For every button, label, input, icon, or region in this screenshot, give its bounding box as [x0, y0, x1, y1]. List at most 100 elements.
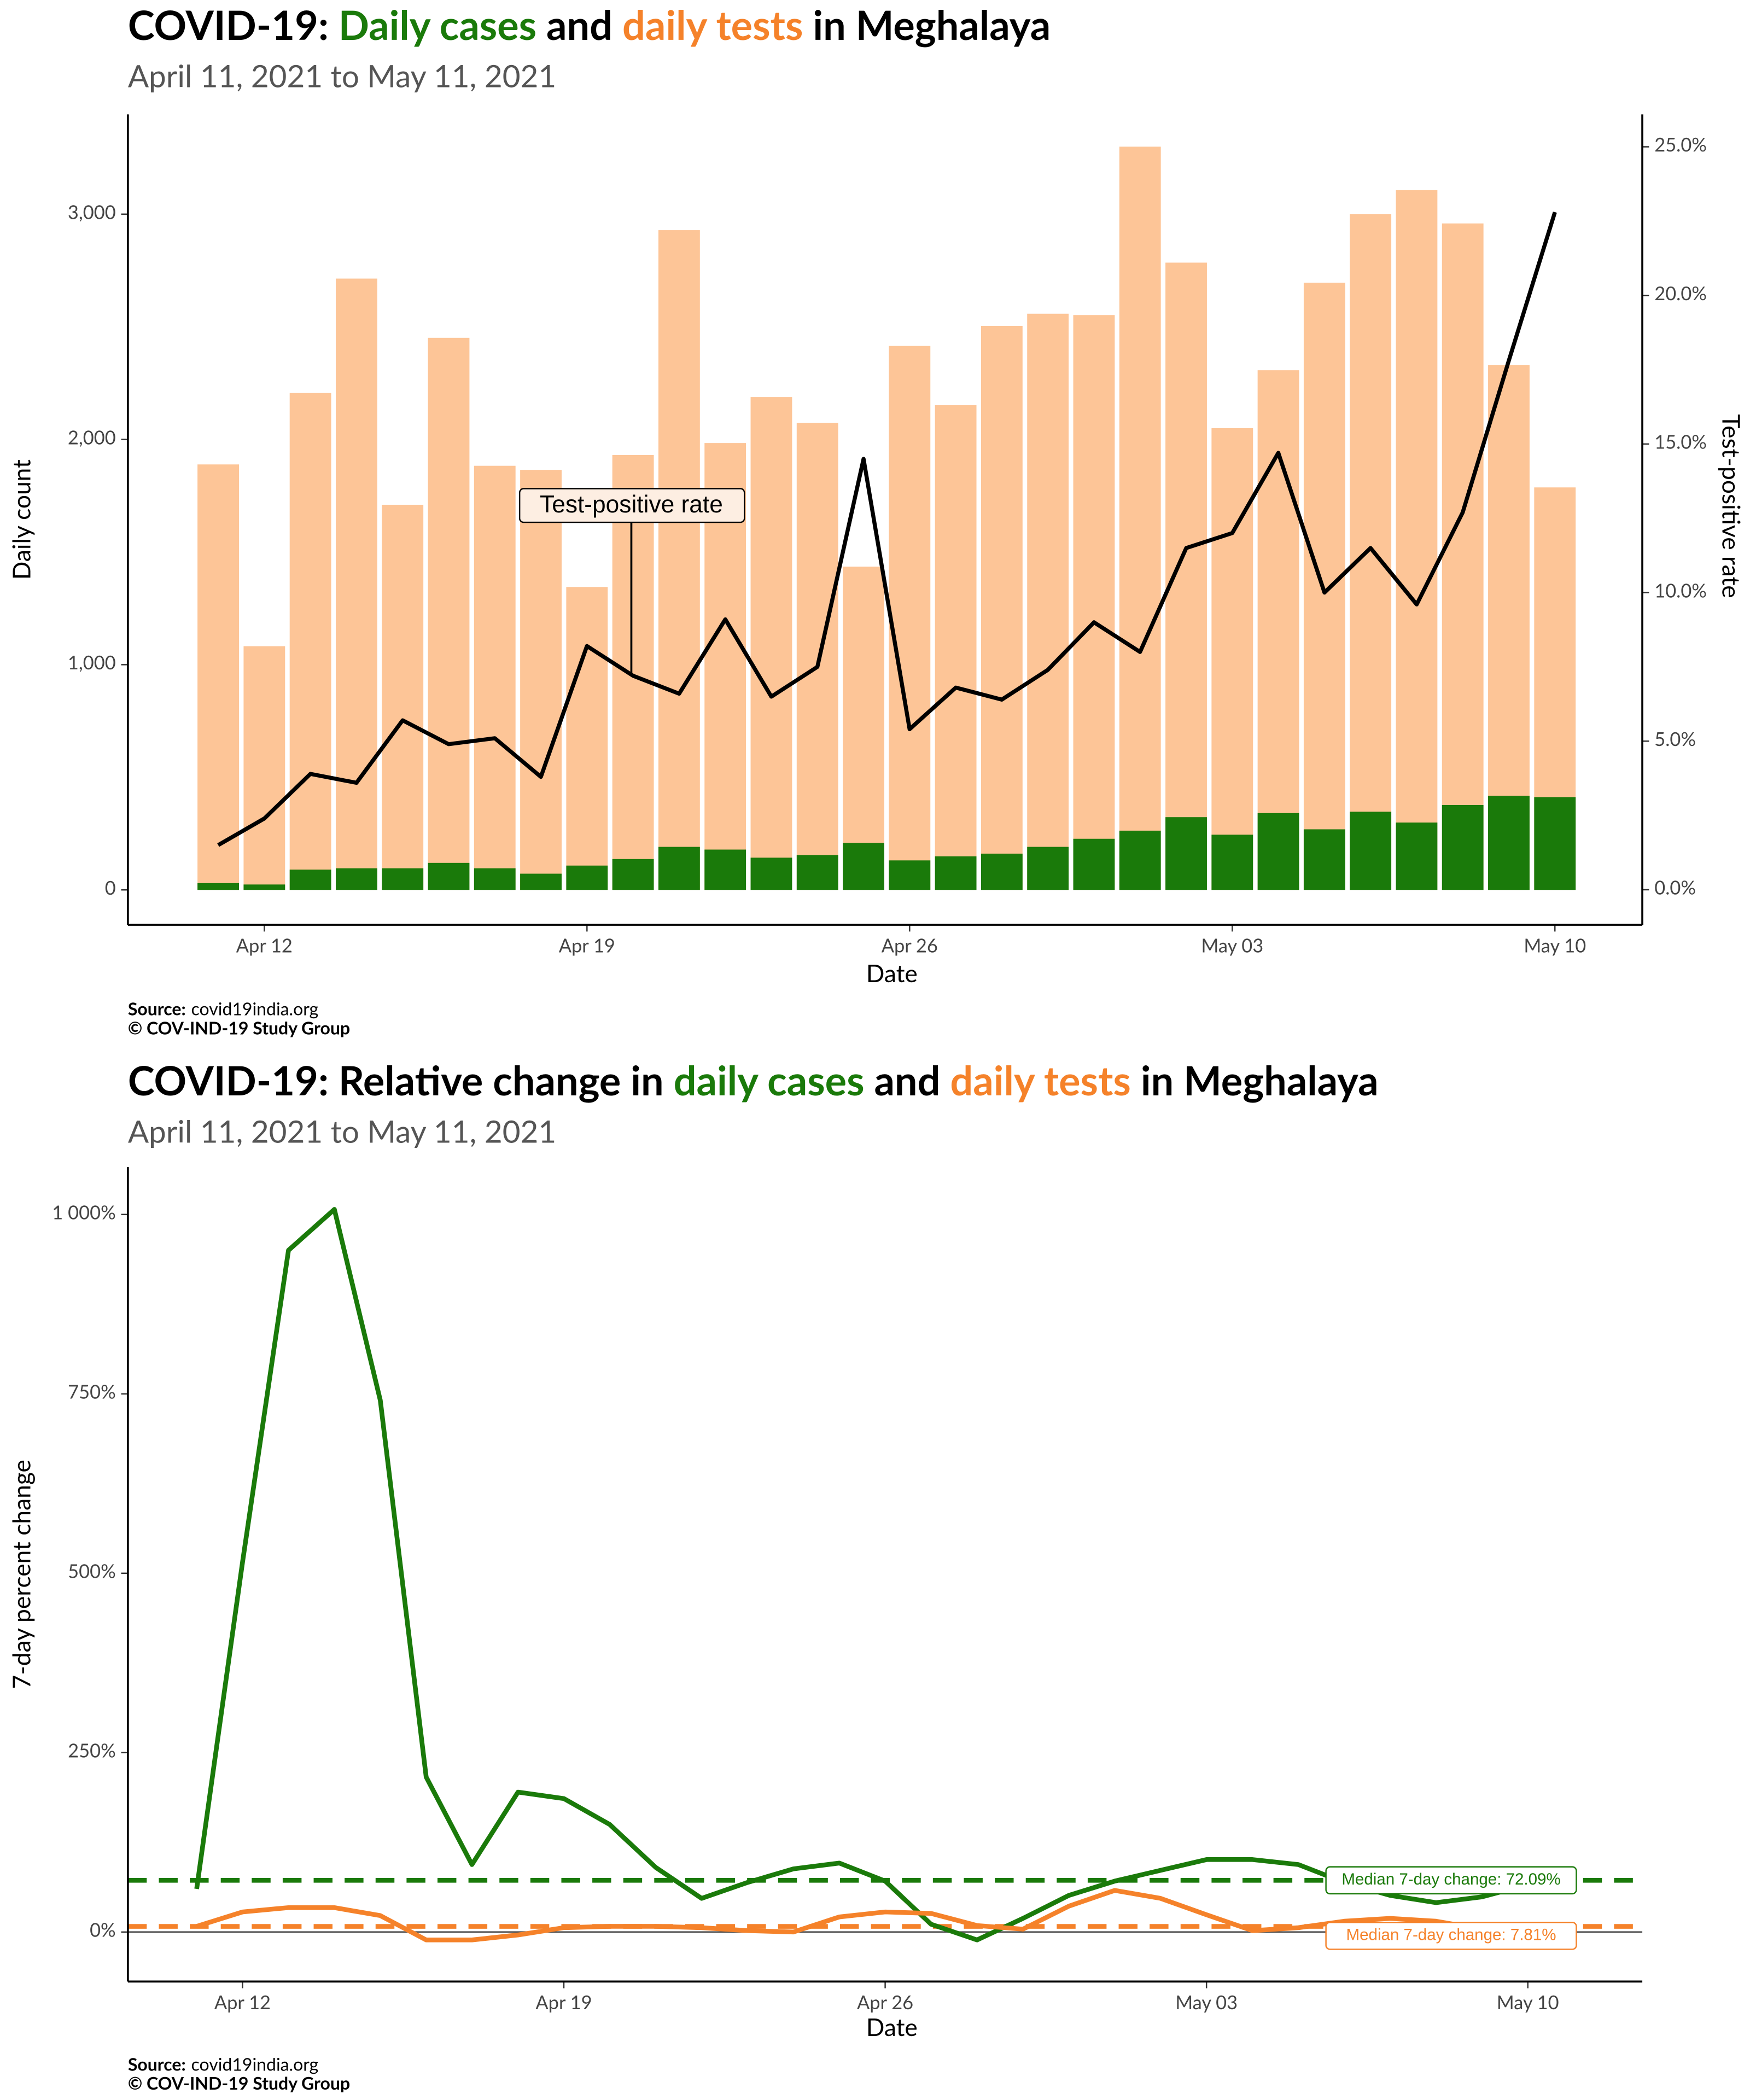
x-tick-label: Apr 19 — [559, 935, 615, 957]
median-label-box — [1325, 1866, 1577, 1895]
bar — [520, 873, 562, 890]
bar — [289, 870, 331, 890]
y-tick-label: 2,000 — [68, 426, 116, 448]
bar — [1211, 428, 1253, 890]
bar — [428, 862, 470, 890]
source: Source: covid19india.org — [128, 998, 318, 1019]
bar — [1442, 223, 1484, 890]
change-line — [194, 1207, 1529, 1942]
y2-tick-label: 25.0% — [1654, 133, 1707, 156]
x-tick-label: Apr 26 — [882, 935, 938, 957]
bar — [243, 646, 285, 890]
annotation: Test-positive rate — [540, 491, 723, 518]
bar — [1534, 797, 1576, 890]
source-text: covid19india.org — [191, 2054, 319, 2075]
x-tick-label: Apr 26 — [857, 1991, 913, 2014]
bar — [1165, 817, 1207, 890]
bar — [1350, 214, 1392, 890]
y2-tick-label: 15.0% — [1654, 431, 1707, 453]
bar — [796, 855, 838, 890]
y2-tick-label: 0.0% — [1654, 877, 1696, 899]
source-label: Source: — [128, 2054, 186, 2075]
y2-axis-label: Test-positive rate — [1717, 414, 1746, 598]
bar — [474, 868, 516, 890]
y2-tick-label: 20.0% — [1654, 282, 1707, 305]
bar — [981, 325, 1023, 890]
bar — [197, 883, 239, 890]
bar — [981, 853, 1023, 890]
bar — [843, 567, 884, 890]
bar — [1396, 822, 1438, 890]
bar — [889, 860, 931, 890]
y-tick-label: 500% — [68, 1560, 116, 1583]
title-part: daily tests — [950, 1055, 1130, 1104]
bar — [1119, 147, 1161, 890]
bar — [1211, 835, 1253, 890]
annotation-box — [518, 488, 745, 523]
title-part: in Meghalaya — [803, 0, 1051, 49]
x-tick-label: May 03 — [1201, 935, 1263, 957]
title-part: daily cases — [674, 1055, 865, 1104]
x-tick-label: Apr 19 — [535, 1991, 592, 2014]
credit: © COV-IND-19 Study Group — [128, 1017, 350, 1038]
y-tick-label: 3,000 — [68, 201, 116, 223]
title-part: daily tests — [622, 0, 803, 49]
bar — [474, 465, 516, 890]
median-label: Median 7-day change: 72.09% — [1341, 1870, 1560, 1888]
x-tick-label: May 10 — [1524, 935, 1586, 957]
bar — [428, 337, 470, 890]
bar — [1488, 796, 1530, 890]
bar — [566, 865, 608, 890]
source: Source: covid19india.org — [128, 2054, 318, 2075]
x-tick-label: Apr 12 — [214, 1991, 271, 2014]
y-axis-label: Daily count — [7, 459, 36, 580]
bar — [382, 504, 424, 890]
bar — [796, 423, 838, 890]
title-part: in Meghalaya — [1131, 1055, 1379, 1104]
bar — [843, 843, 884, 890]
bar — [750, 397, 792, 890]
y-tick-label: 250% — [68, 1740, 116, 1762]
x-tick-label: May 10 — [1497, 1991, 1559, 2014]
change-line — [196, 1888, 1529, 1947]
bar — [382, 868, 424, 890]
y-axis-label: 7-day percent change — [7, 1460, 36, 1689]
bar — [1073, 315, 1115, 890]
chart-subtitle: April 11, 2021 to May 11, 2021 — [128, 1112, 556, 1150]
bar — [1257, 813, 1299, 890]
bar — [335, 278, 377, 890]
credit: © COV-IND-19 Study Group — [128, 2072, 350, 2093]
bar — [935, 405, 977, 890]
bar — [289, 393, 331, 890]
y-tick-label: 0% — [90, 1919, 116, 1941]
bar — [1257, 370, 1299, 890]
y-tick-label: 1,000 — [68, 651, 116, 674]
bar — [335, 868, 377, 890]
bar — [1303, 829, 1345, 890]
bar — [1027, 313, 1069, 890]
source-label: Source: — [128, 998, 186, 1019]
title-part: and — [865, 1055, 950, 1104]
bar — [1442, 804, 1484, 890]
bar — [935, 856, 977, 890]
bar — [243, 884, 285, 890]
y2-tick-label: 10.0% — [1654, 579, 1707, 602]
bar — [889, 346, 931, 890]
median-label: Median 7-day change: 7.81% — [1346, 1926, 1556, 1944]
source-text: covid19india.org — [191, 998, 319, 1019]
x-axis-label: Date — [866, 959, 918, 988]
bar — [520, 470, 562, 890]
rate-line — [217, 211, 1557, 847]
bar — [197, 464, 239, 890]
bar — [612, 454, 654, 890]
y-tick-label: 1 000% — [52, 1201, 115, 1223]
bar — [1396, 190, 1438, 890]
bar — [658, 847, 700, 890]
y-tick-label: 750% — [68, 1381, 116, 1403]
bar — [658, 230, 700, 890]
bar — [1350, 812, 1392, 890]
bar — [1027, 847, 1069, 890]
title-part: and — [536, 0, 622, 49]
bar — [750, 858, 792, 890]
